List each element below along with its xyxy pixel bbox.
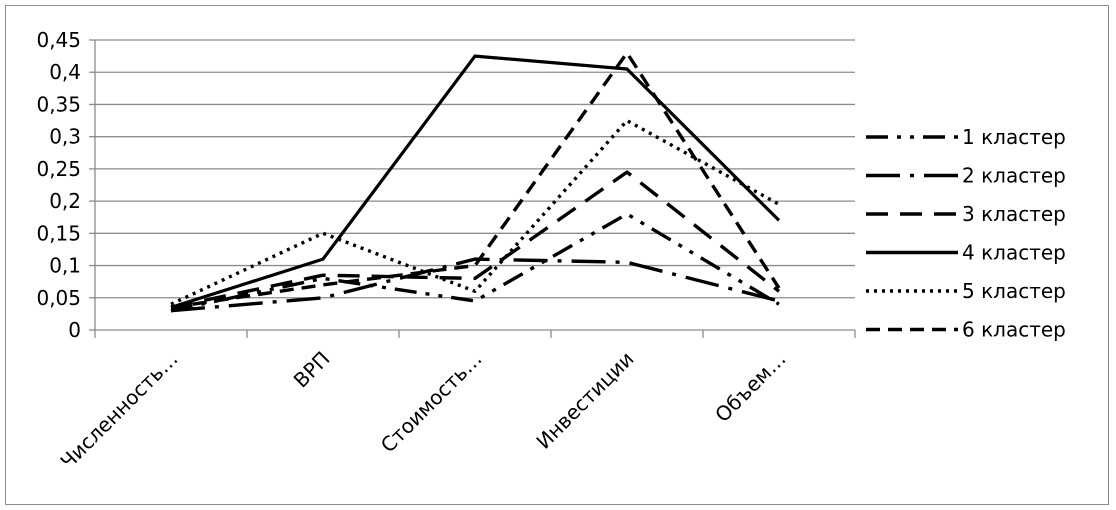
y-tick-label: 0,25 [36, 157, 81, 181]
y-tick-label: 0,05 [36, 286, 81, 310]
series-lines [170, 51, 781, 313]
y-tick-label: 0,35 [36, 92, 81, 116]
y-tick-label: 0,3 [49, 125, 81, 149]
series-line-2 [170, 257, 780, 313]
legend-label-1: 1 кластер [962, 125, 1066, 149]
legend-label-4: 4 кластер [962, 241, 1066, 265]
legend-label-5: 5 кластер [962, 279, 1066, 303]
series-line-3 [170, 170, 781, 310]
y-tick-label: 0,15 [36, 221, 81, 245]
x-tick-label: ВРП [289, 347, 335, 393]
x-tick-label: Инвестиции [531, 347, 638, 454]
x-tick-label: Численность… [56, 347, 183, 474]
legend-label-6: 6 кластер [962, 318, 1066, 342]
series-line-4 [170, 54, 781, 309]
y-tick-label: 0 [68, 318, 81, 342]
series-line-6 [170, 51, 781, 310]
y-tick-label: 0,45 [36, 28, 81, 52]
y-tick-label: 0,4 [49, 60, 81, 84]
x-tick-label: Стоимость… [376, 347, 487, 458]
x-tick-label: Объем… [710, 347, 790, 427]
y-tick-label: 0,2 [49, 189, 81, 213]
series-line-5 [170, 118, 780, 306]
legend-label-3: 3 кластер [962, 202, 1066, 226]
y-tick-label: 0,1 [49, 254, 81, 278]
legend: 1 кластер 2 кластер 3 кластер 4 кластер 5 кл… [866, 125, 1066, 342]
legend-label-2: 2 кластер [962, 164, 1066, 188]
series-line-1 [170, 212, 780, 313]
